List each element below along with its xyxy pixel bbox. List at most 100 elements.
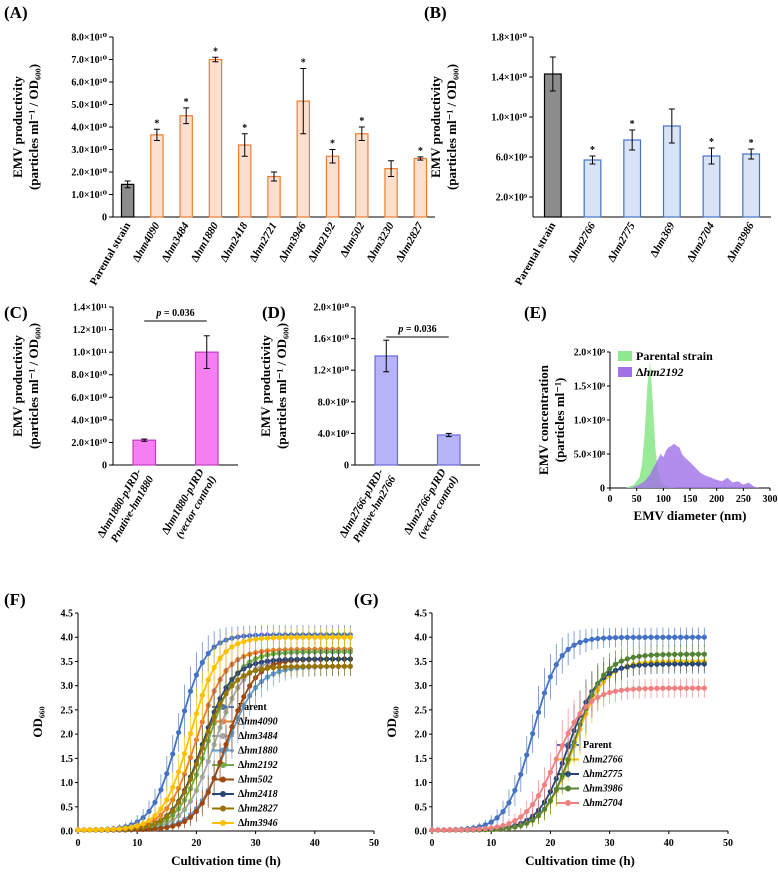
data-point	[253, 668, 259, 674]
data-point	[488, 819, 494, 825]
delta-glyph: Δ	[238, 717, 245, 728]
delta-glyph: Δ	[238, 789, 245, 800]
data-point	[435, 827, 441, 833]
label-text: hm1880	[244, 746, 277, 757]
data-point	[205, 650, 211, 657]
data-point	[347, 634, 353, 640]
data-point	[152, 799, 158, 805]
data-point	[530, 801, 536, 808]
y-tick-label: 5.0×10⁸	[574, 450, 605, 461]
legend-label: Δhm1880	[238, 746, 278, 757]
y-tick-label: 2.0×10⁹	[574, 348, 605, 359]
category-label: Δhm3946	[277, 220, 309, 264]
data-point	[630, 654, 636, 660]
data-point	[447, 827, 453, 833]
data-point	[654, 652, 660, 658]
p-symbol: p	[155, 308, 161, 319]
data-point	[482, 822, 488, 828]
y-tick-label: 2.0×10¹⁰	[71, 168, 107, 179]
data-point	[618, 634, 625, 641]
x-tick-label: 40	[310, 838, 320, 849]
data-point	[642, 685, 648, 692]
data-point	[300, 663, 306, 670]
data-point	[512, 787, 518, 793]
significance-star: *	[330, 139, 335, 150]
data-point	[181, 818, 188, 825]
legend-label: Parental strain	[636, 349, 713, 363]
x-tick-label: 50	[369, 838, 379, 849]
y-tick-label: 5.0×10¹⁰	[71, 100, 107, 111]
data-point	[476, 826, 482, 832]
data-point	[642, 634, 648, 640]
data-point	[264, 665, 271, 671]
data-point	[672, 651, 678, 657]
legend-label: Δhm2418	[238, 789, 278, 800]
significance-star: *	[242, 123, 247, 134]
data-point	[288, 664, 294, 670]
significance-star: *	[418, 146, 423, 157]
y-tick-label: 1.0×10⁹	[574, 416, 605, 427]
p-value-label: p = 0.036	[155, 308, 194, 319]
data-point	[199, 659, 205, 666]
y-tick-label: 2.0×10¹⁰	[71, 438, 107, 449]
bar	[132, 439, 157, 466]
data-point	[535, 812, 542, 819]
y-tick-label: 0	[600, 484, 605, 495]
y-tick-label: 0	[102, 213, 107, 224]
y-tick-label: 0.0	[415, 827, 428, 838]
data-point	[181, 771, 188, 777]
data-point	[158, 806, 164, 812]
legend-swatch	[618, 367, 632, 377]
category-label: Δhm4090	[130, 220, 162, 264]
bar	[583, 159, 602, 218]
y-tick-label: 0.0	[61, 827, 74, 838]
significance-star: *	[630, 119, 635, 130]
category-label: Δhm1880	[189, 220, 221, 264]
y-tick-label: 3.0	[61, 681, 74, 692]
significance-star: *	[154, 118, 159, 129]
data-point	[335, 634, 342, 640]
data-point	[99, 827, 105, 833]
data-point	[282, 664, 288, 670]
bar	[179, 115, 193, 218]
data-point	[199, 745, 205, 751]
label-text: hm1880	[192, 220, 221, 258]
data-point	[571, 642, 577, 648]
y-tick-label: 0.5	[61, 802, 74, 813]
significance-star: *	[709, 137, 714, 148]
y-tick-label: 1.0	[415, 778, 428, 789]
panel-G: (G) 0.0 0.5 1.0 1.5 2.0 2.5 3.0 3.5 4.0 4.5 0 10 20 30…	[354, 590, 733, 868]
data-point	[288, 634, 294, 640]
y-axis-title: EMV productivity	[428, 76, 443, 178]
x-tick-label: 30	[251, 838, 261, 849]
data-point	[494, 815, 500, 821]
y-axis-title-units: (particles ml⁻¹ / OD₆₀₀)	[26, 64, 41, 190]
data-point	[577, 710, 583, 717]
data-point	[666, 685, 672, 691]
data-point	[695, 685, 702, 691]
data-point	[235, 707, 241, 714]
bar	[436, 434, 461, 466]
y-axis-title: EMV concentration	[536, 364, 551, 475]
data-point	[547, 797, 554, 804]
data-point	[164, 824, 170, 831]
category-text: Δhm2775	[606, 220, 638, 264]
data-point	[577, 639, 583, 645]
delta-glyph: Δ	[238, 818, 245, 829]
data-point	[524, 820, 530, 826]
category-label: Δhm2827	[394, 220, 426, 264]
legend-marker	[220, 791, 226, 797]
category-text: Δhm2721	[247, 221, 279, 265]
y-tick-label: 2.5	[61, 705, 74, 716]
data-point	[589, 636, 595, 642]
x-tick-label: 150	[683, 494, 698, 505]
category-text: Parental strain	[88, 221, 134, 288]
data-point	[247, 637, 253, 643]
data-point	[247, 683, 253, 689]
significance-star: *	[184, 97, 189, 108]
category-text: Δhm4090	[130, 220, 162, 264]
y-tick-label: 2.0×10¹⁰	[313, 303, 349, 314]
significance-star: *	[749, 138, 754, 149]
data-point	[429, 827, 435, 833]
legend-label: Δhm3986	[583, 784, 623, 795]
